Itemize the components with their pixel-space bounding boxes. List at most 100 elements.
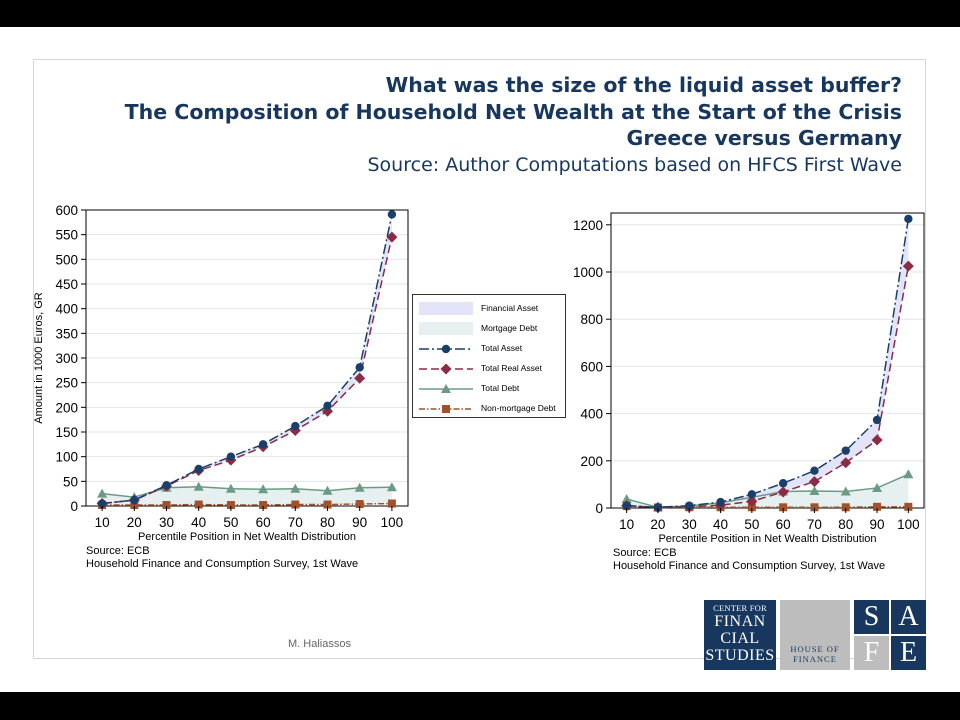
plot-border xyxy=(610,212,925,509)
total-real-asset-point xyxy=(386,231,398,243)
title-line-1: What was the size of the liquid asset bu… xyxy=(385,73,902,97)
total-real-asset-line xyxy=(102,236,393,505)
cfs-logo-top: CENTER FOR xyxy=(713,603,767,613)
legend-item-line-nonmort: Non-mortgage Debt xyxy=(413,399,565,419)
legend-label: Total Real Asset xyxy=(481,363,542,373)
total-asset-point xyxy=(685,501,694,510)
legend: Financial Asset Mortgage Debt Total Asset T… xyxy=(412,294,566,418)
mortgage-debt-area xyxy=(102,486,392,506)
y-tick-label: 150 xyxy=(55,425,78,440)
total-asset-point xyxy=(716,497,725,507)
x-tick-label: 10 xyxy=(619,517,634,532)
y-tick-label: 350 xyxy=(55,326,78,341)
total-asset-point xyxy=(97,499,107,508)
legend-item-line-total-asset: Total Asset xyxy=(413,339,565,359)
y-tick-label: 300 xyxy=(55,351,78,366)
author-footer: M. Haliassos xyxy=(288,638,351,650)
x-tick-label: 30 xyxy=(159,515,174,530)
total-asset-point xyxy=(778,479,788,488)
total-debt-point xyxy=(290,483,301,493)
chart-germany: 0 200 400 600 800 1000 1200 10 20 30 40 50 60 70 80 90 1… xyxy=(573,212,925,572)
legend-label: Non-mortgage Debt xyxy=(481,403,556,413)
safe-letter-e: E xyxy=(891,636,926,670)
x-tick-label: 90 xyxy=(870,517,885,532)
total-asset-point xyxy=(387,210,397,219)
total-debt-point xyxy=(872,482,883,492)
total-real-asset-point xyxy=(840,457,852,469)
y-tick-label: 100 xyxy=(55,450,78,465)
legend-item-area-fin: Financial Asset xyxy=(413,299,565,319)
total-asset-point xyxy=(226,452,236,461)
non-mortgage-debt-legend-marker xyxy=(442,405,450,413)
total-debt-point xyxy=(840,486,851,496)
total-asset-point xyxy=(194,464,203,474)
total-asset-point xyxy=(162,481,171,490)
total-debt-point xyxy=(386,482,397,492)
x-tick-label: 40 xyxy=(713,517,728,532)
y-tick-label: 50 xyxy=(63,474,78,489)
legend-item-line-real-asset: Total Real Asset xyxy=(413,359,565,379)
x-tick-label: 70 xyxy=(807,517,822,532)
survey-note: Household Finance and Consumption Survey… xyxy=(613,560,885,572)
y-tick-label: 400 xyxy=(580,407,603,422)
total-asset-point xyxy=(130,495,139,505)
legend-swatch xyxy=(419,384,473,393)
x-tick-label: 80 xyxy=(320,515,335,530)
total-debt-point xyxy=(809,486,820,496)
total-debt-legend-marker xyxy=(441,384,451,393)
safe-letter-a: A xyxy=(891,600,926,634)
non-mortgage-debt-point xyxy=(194,500,203,509)
top-black-bar xyxy=(0,0,960,27)
total-debt-point xyxy=(193,481,204,491)
y-tick-label: 200 xyxy=(580,454,603,469)
title-line-2: The Composition of Household Net Wealth … xyxy=(124,99,902,124)
source-note: Source: ECB xyxy=(613,547,677,559)
x-tick-label: 90 xyxy=(352,515,367,530)
total-asset-point xyxy=(622,501,631,510)
cfs-logo-word-3: STUDIES xyxy=(705,647,775,664)
x-tick-label: 70 xyxy=(288,515,303,530)
y-tick-label: 200 xyxy=(55,400,78,415)
mortgage-debt-area xyxy=(626,474,909,508)
non-mortgage-debt-point xyxy=(779,503,788,512)
non-mortgage-debt-point xyxy=(291,500,300,509)
legend-fin-swatch xyxy=(419,302,473,315)
non-mortgage-debt-point xyxy=(259,501,268,510)
cfs-logo-word-2: CIAL xyxy=(720,630,760,647)
non-mortgage-debt-point xyxy=(226,501,235,510)
x-tick-label: 60 xyxy=(256,515,271,530)
legend-label: Mortgage Debt xyxy=(481,323,538,333)
y-tick-label: 600 xyxy=(55,203,78,218)
x-tick-label: 80 xyxy=(838,517,853,532)
total-asset-point xyxy=(810,466,819,475)
total-real-asset-point xyxy=(746,495,758,507)
non-mortgage-debt-point xyxy=(355,500,364,509)
y-tick-label: 550 xyxy=(55,228,78,243)
safe-letter-s: S xyxy=(854,600,889,634)
cfs-logo: CENTER FOR FINAN CIAL STUDIES xyxy=(704,600,776,670)
y-tick-label: 450 xyxy=(55,277,78,292)
total-asset-point xyxy=(291,421,300,431)
slide-frame xyxy=(33,59,926,659)
non-mortgage-debt-line xyxy=(626,505,909,509)
legend-label: Financial Asset xyxy=(481,303,539,313)
x-tick-label: 60 xyxy=(776,517,791,532)
non-mortgage-debt-point xyxy=(904,502,913,511)
legend-swatch xyxy=(419,405,473,413)
chart-greece: 0 50 100 150 200 250 300 350 400 450 500 550 600 10 20… xyxy=(33,203,409,570)
total-debt-point xyxy=(903,469,914,479)
non-mortgage-debt-point xyxy=(747,503,756,512)
y-tick-label: 0 xyxy=(595,501,603,516)
y-tick-label: 250 xyxy=(55,376,78,391)
total-asset-point xyxy=(841,446,850,455)
total-real-asset-point xyxy=(871,434,883,446)
legend-label: Total Debt xyxy=(481,383,520,393)
bottom-black-bar xyxy=(0,692,960,720)
safe-logo: S A F E xyxy=(854,600,926,670)
total-asset-line xyxy=(626,218,910,509)
x-axis-title: Percentile Position in Net Wealth Distri… xyxy=(658,533,876,545)
hof-line-1: HOUSE OF xyxy=(790,644,840,654)
total-real-asset-point xyxy=(808,476,820,488)
x-tick-label: 50 xyxy=(744,517,759,532)
y-tick-label: 600 xyxy=(580,359,603,374)
